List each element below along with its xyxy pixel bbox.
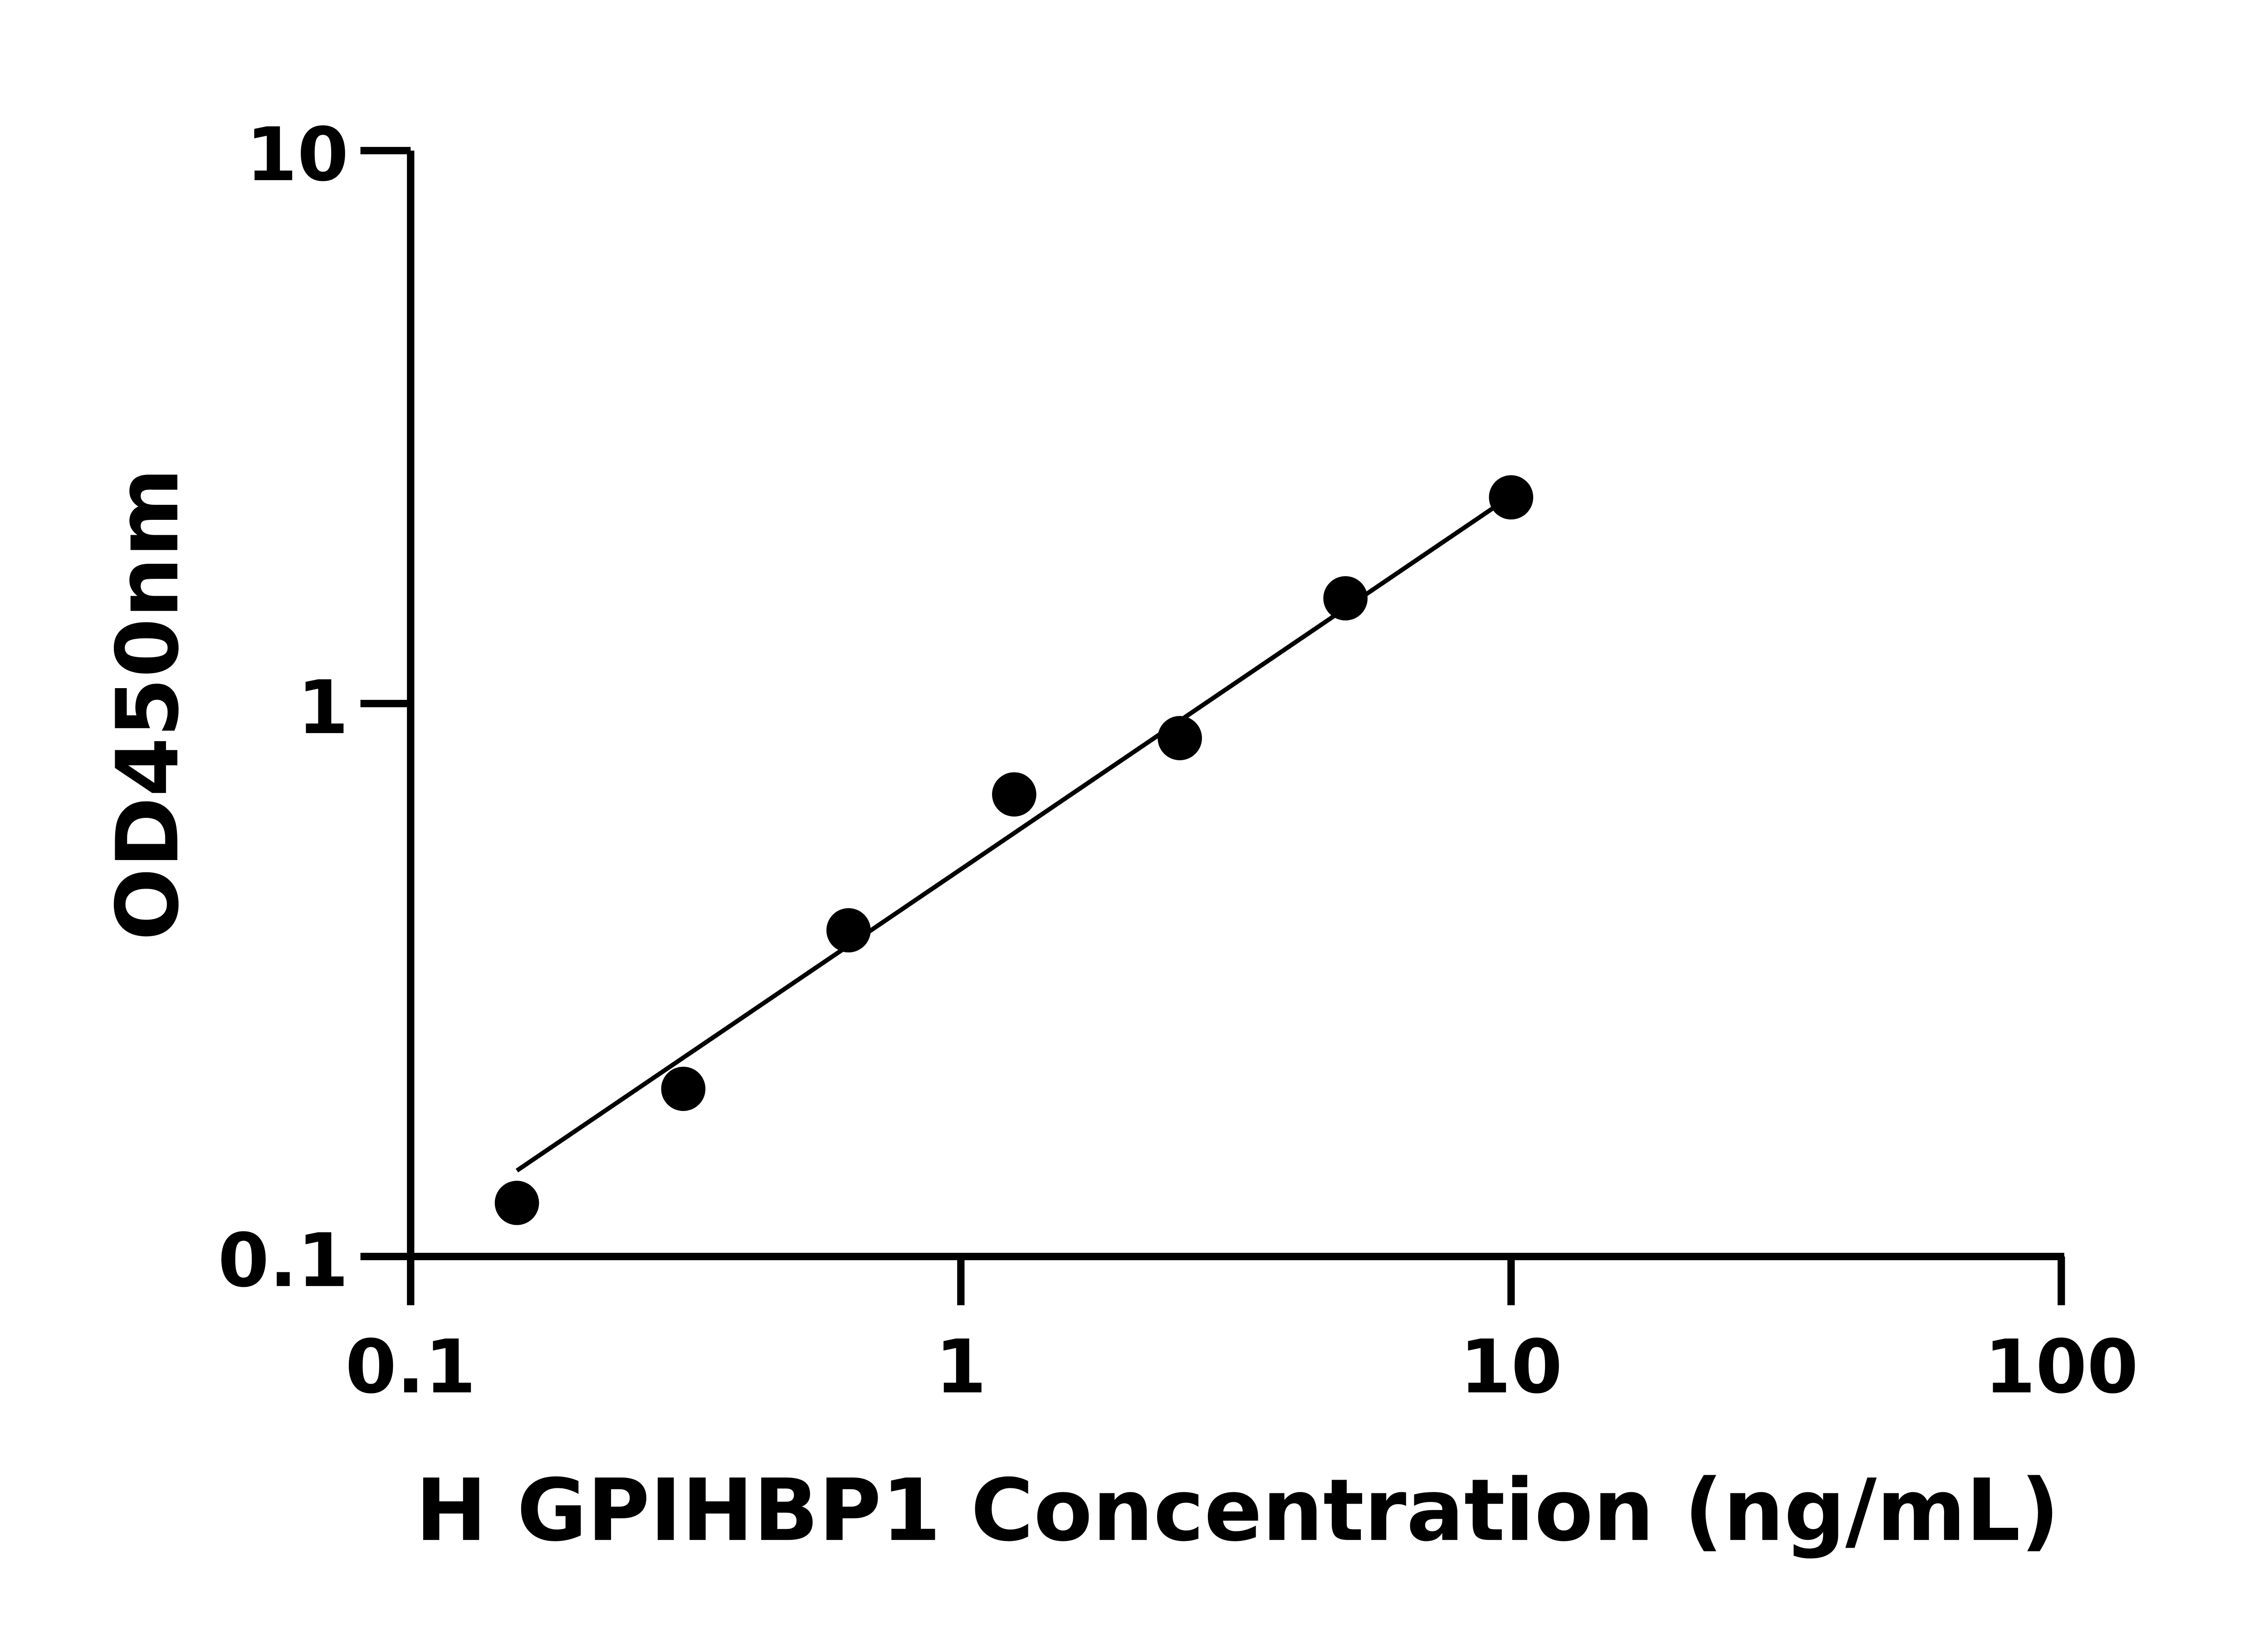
- x-tick-label: 0.1: [345, 1324, 476, 1410]
- y-ticks: 0.1 1 10: [218, 112, 411, 1304]
- x-tick-label: 10: [1460, 1324, 1562, 1410]
- x-ticks: 0.1 1 10 100: [345, 1256, 2138, 1410]
- y-axis-label: OD450nm: [98, 468, 198, 940]
- y-tick-label: 0.1: [218, 1218, 348, 1304]
- x-tick-label: 100: [1984, 1324, 2138, 1410]
- data-point: [826, 908, 871, 953]
- data-point: [661, 1066, 706, 1111]
- data-point: [1489, 475, 1534, 520]
- data-point: [1158, 716, 1202, 760]
- y-tick-label: 1: [297, 665, 348, 751]
- x-tick-label: 1: [935, 1324, 987, 1410]
- x-axis-label: H GPIHBP1 Concentration (ng/mL): [415, 1461, 2060, 1560]
- data-point: [1323, 576, 1368, 621]
- data-point: [992, 772, 1036, 817]
- data-point: [494, 1181, 539, 1225]
- y-tick-label: 10: [246, 112, 348, 198]
- data-points: [494, 475, 1534, 1225]
